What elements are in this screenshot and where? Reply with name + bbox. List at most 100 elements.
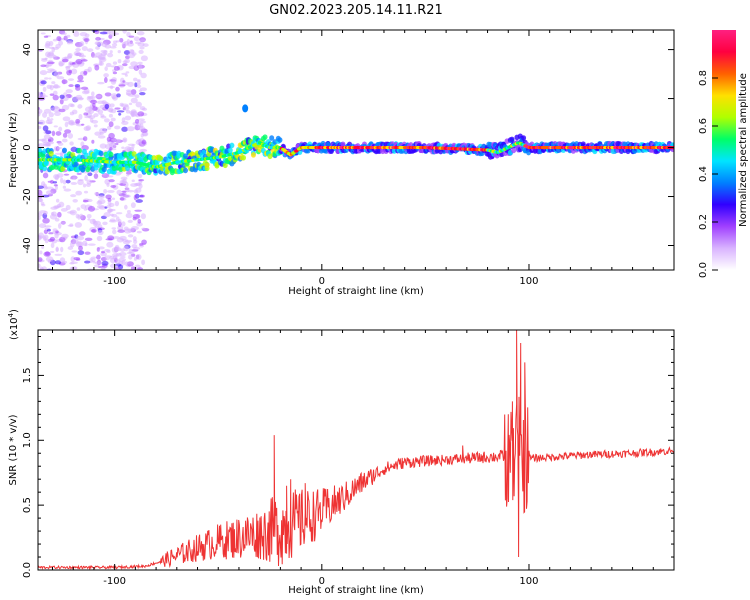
heatmap-cell [134, 209, 143, 212]
heatmap-cell [56, 203, 62, 208]
heatmap-cell [106, 204, 112, 208]
heatmap-cell [110, 213, 114, 217]
heatmap-ytick-label: 40 [22, 43, 33, 56]
heatmap-cell [242, 104, 249, 113]
heatmap-cell [47, 139, 52, 142]
heatmap-cell [134, 94, 140, 99]
heatmap-cell [45, 119, 53, 125]
heatmap-cell [139, 91, 146, 96]
colorbar-tick-label: 0.0 [698, 262, 709, 278]
heatmap-cell [84, 175, 88, 182]
heatmap-cell [105, 238, 113, 241]
heatmap-cell [103, 73, 109, 78]
heatmap-axes: -100 0 100 -40 -20 0 20 40 [22, 30, 675, 287]
heatmap-cell [130, 111, 135, 118]
heatmap-cell [141, 139, 147, 145]
heatmap-cell [48, 112, 54, 118]
heatmap-cell [76, 241, 82, 248]
heatmap-cell [104, 103, 110, 110]
heatmap-cell [81, 90, 90, 95]
heatmap-cell [53, 125, 58, 128]
snr-ytick-label: 1.5 [22, 367, 33, 383]
heatmap-cell [91, 258, 96, 263]
heatmap-cell [81, 145, 89, 151]
heatmap-cell [82, 183, 87, 188]
heatmap-cell [83, 112, 89, 116]
heatmap-cell [75, 85, 81, 91]
heatmap-cell [38, 91, 42, 97]
heatmap-cell [68, 61, 73, 68]
heatmap-cell [60, 177, 64, 184]
heatmap-cell [107, 85, 115, 89]
heatmap-cell [84, 237, 93, 242]
heatmap-cell [128, 49, 135, 54]
heatmap-cell [76, 80, 85, 83]
heatmap-cell [132, 236, 137, 242]
heatmap-cell [97, 229, 104, 236]
heatmap-cell [121, 120, 129, 125]
heatmap-cell [222, 162, 228, 169]
heatmap-cell [83, 70, 88, 76]
heatmap-cell [99, 143, 107, 149]
heatmap-cell [42, 217, 50, 224]
heatmap-cell [116, 93, 121, 98]
heatmap-cell [130, 97, 138, 104]
heatmap-cell [50, 179, 54, 184]
heatmap-cell [56, 76, 65, 80]
heatmap-cell [60, 246, 64, 253]
heatmap-cell [509, 136, 515, 143]
heatmap-cell [139, 194, 145, 198]
heatmap-cell [137, 111, 145, 117]
heatmap-cell [124, 261, 129, 266]
heatmap-cell [135, 101, 142, 108]
heatmap-cell [127, 219, 133, 223]
heatmap-cell [122, 80, 126, 83]
heatmap-xtick-label: 100 [519, 276, 538, 287]
heatmap-cell [112, 252, 119, 258]
heatmap-cell [133, 189, 138, 194]
heatmap-cell [69, 141, 74, 146]
heatmap-plot-area [38, 30, 674, 270]
heatmap-cell [201, 149, 207, 156]
heatmap-cell [72, 61, 76, 65]
heatmap-cell [103, 118, 110, 123]
heatmap-cell [118, 252, 127, 257]
heatmap-cell [75, 47, 81, 52]
heatmap-cell [123, 104, 130, 111]
heatmap-cell [97, 81, 105, 85]
heatmap-cell [69, 241, 75, 248]
heatmap-cell [42, 112, 48, 118]
heatmap-cell [109, 103, 115, 108]
heatmap-cell [109, 218, 116, 222]
heatmap-cell [43, 160, 49, 167]
heatmap-cell [39, 250, 43, 255]
heatmap-cell [42, 86, 47, 92]
heatmap-cell [106, 209, 112, 213]
heatmap-cell [105, 62, 112, 68]
colorbar [712, 30, 736, 270]
heatmap-cell [72, 199, 78, 203]
heatmap-cell [44, 227, 49, 230]
heatmap-cell [107, 108, 113, 113]
heatmap-cell [114, 107, 121, 110]
heatmap-cell [110, 79, 117, 85]
heatmap-cell [52, 46, 59, 50]
heatmap-cell [139, 39, 146, 42]
heatmap-cell [73, 256, 81, 261]
heatmap-cell [116, 189, 122, 195]
heatmap-cell [52, 181, 58, 184]
heatmap-cell [108, 151, 114, 158]
heatmap-cell [135, 254, 142, 260]
heatmap-cell [100, 266, 106, 270]
heatmap-cell [107, 175, 114, 178]
heatmap-cell [96, 235, 103, 242]
snr-series-line [38, 330, 674, 570]
heatmap-cell [87, 172, 93, 177]
heatmap-cell [89, 95, 96, 100]
heatmap-cell [70, 181, 78, 185]
heatmap-cell [121, 221, 126, 227]
heatmap-cell [124, 115, 132, 121]
heatmap-cell [134, 118, 140, 124]
heatmap-cell [81, 123, 85, 126]
heatmap-cell [108, 132, 115, 139]
